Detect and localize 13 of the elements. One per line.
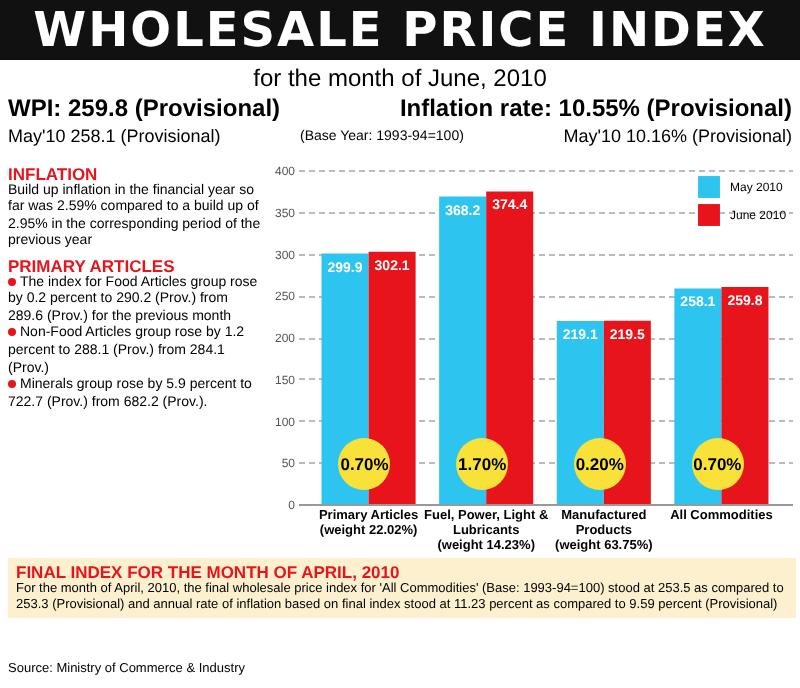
- text: FINAL INDEX FOR THE MONTH OF APRIL, 2010: [16, 562, 402, 582]
- annotation: 0.20%: [573, 454, 626, 474]
- text: WPI: 259.8 (Provisional): [8, 94, 281, 122]
- annotation: 1.70%: [456, 454, 509, 474]
- chart-title: WHOLESALE PRICE INDEX: [0, 0, 800, 60]
- text: May'10 10.16% (Provisional): [563, 126, 792, 146]
- text: Inflation rate: 10.55% (Provisional): [399, 94, 792, 122]
- text: INFLATION: [8, 164, 98, 184]
- annotation: 0.70%: [691, 454, 744, 474]
- text: May'10 258.1 (Provisional): [8, 126, 221, 146]
- chart-subtitle: for the month of June, 2010: [251, 64, 549, 92]
- annotation: 0.70%: [338, 454, 391, 474]
- text: PRIMARY ARTICLES: [8, 255, 175, 276]
